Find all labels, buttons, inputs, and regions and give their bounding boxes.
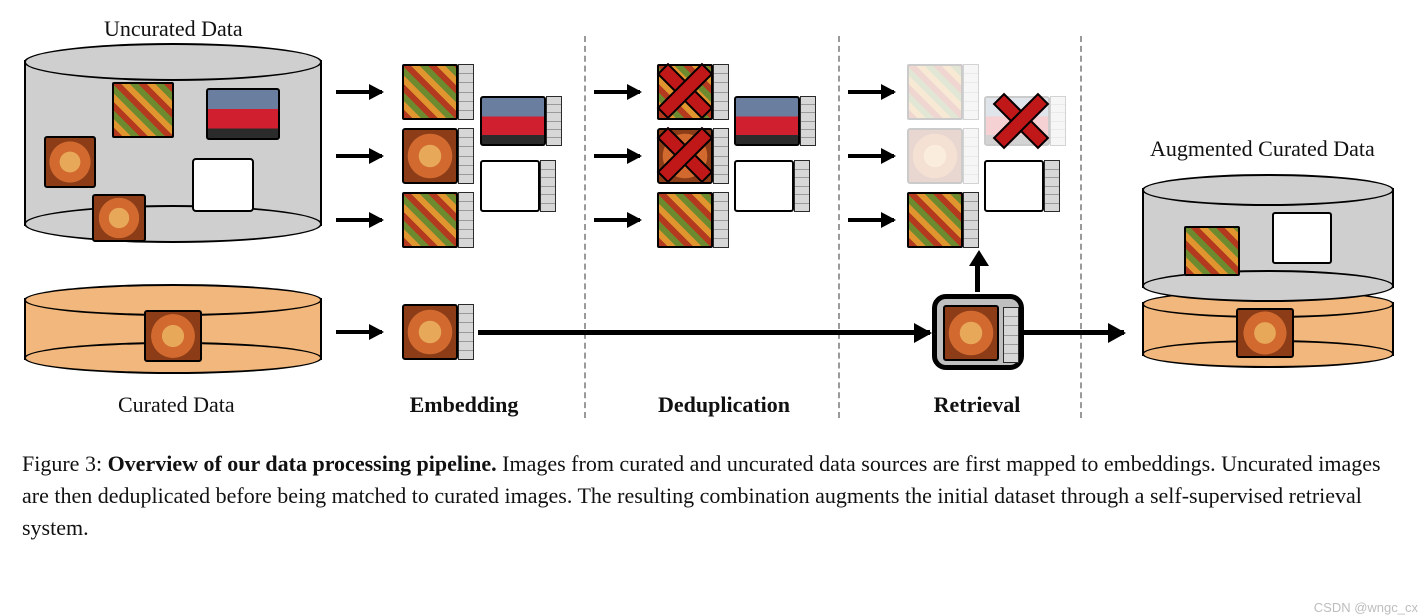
stage-retrieval: Retrieval	[902, 392, 1052, 418]
dedup-strip-1	[713, 64, 729, 120]
watermark: CSDN @wngc_cx	[1314, 600, 1418, 615]
arrow-to-emb-curated	[336, 330, 382, 334]
ret-strip-salad	[1044, 160, 1060, 212]
dedup-strip-2	[713, 128, 729, 184]
emb-curated-tart	[402, 304, 458, 360]
dedup-strip-3	[713, 192, 729, 248]
dedup-strip-car	[800, 96, 816, 146]
caption-prefix: Figure 3:	[22, 451, 108, 476]
emb-salad	[480, 160, 540, 212]
emb-strip-1	[458, 64, 474, 120]
ret-rata-faded	[907, 64, 963, 120]
retrieval-box	[932, 294, 1024, 370]
redx-2	[658, 128, 712, 182]
thumb-curated-tart	[144, 310, 202, 362]
aug-tart	[1236, 308, 1294, 358]
emb-rata-1	[402, 64, 458, 120]
cylinder-aug-top	[1142, 174, 1394, 302]
thumb-ratatouille	[112, 82, 174, 138]
caption-title: Overview of our data processing pipeline…	[108, 451, 497, 476]
separator-1	[584, 36, 586, 418]
thumb-tart	[44, 136, 96, 188]
arrow-to-dedup-3	[594, 218, 640, 222]
arrow-to-emb-2	[336, 154, 382, 158]
arrow-to-ret-3	[848, 218, 894, 222]
separator-2	[838, 36, 840, 418]
arrow-up-from-box	[975, 266, 980, 292]
redx-1	[658, 64, 712, 118]
ret-strip-3	[963, 192, 979, 248]
emb-car	[480, 96, 546, 146]
arrow-curated-long	[478, 330, 930, 335]
emb-strip-car	[546, 96, 562, 146]
label-augmented: Augmented Curated Data	[1150, 136, 1375, 162]
emb-tart	[402, 128, 458, 184]
dedup-strip-salad	[794, 160, 810, 212]
arrow-to-dedup-1	[594, 90, 640, 94]
aug-salad	[1272, 212, 1332, 264]
redx-car	[994, 94, 1048, 148]
arrow-to-ret-1	[848, 90, 894, 94]
ret-tart-faded	[907, 128, 963, 184]
aug-rata	[1184, 226, 1240, 276]
thumb-salad	[192, 158, 254, 212]
ret-strip-1	[963, 64, 979, 120]
emb-strip-curated	[458, 304, 474, 360]
emb-strip-salad	[540, 160, 556, 212]
retbox-tart	[943, 305, 999, 361]
retbox-strip	[1003, 307, 1019, 363]
emb-strip-2	[458, 128, 474, 184]
figure-pipeline: Uncurated Data Curated Data Augmented Cu…	[22, 18, 1406, 418]
thumb-tart-2	[92, 194, 146, 242]
label-uncurated: Uncurated Data	[104, 16, 243, 42]
ret-strip-2	[963, 128, 979, 184]
label-curated: Curated Data	[118, 392, 235, 418]
ret-salad-keep	[984, 160, 1044, 212]
arrow-to-emb-3	[336, 218, 382, 222]
ret-strip-car	[1050, 96, 1066, 146]
stage-dedup: Deduplication	[624, 392, 824, 418]
arrow-to-ret-2	[848, 154, 894, 158]
ret-rata-keep	[907, 192, 963, 248]
arrow-to-emb-1	[336, 90, 382, 94]
arrow-to-dedup-2	[594, 154, 640, 158]
arrow-to-augmented	[1024, 330, 1124, 335]
stage-embedding: Embedding	[374, 392, 554, 418]
dedup-rata-2	[657, 192, 713, 248]
figure-caption: Figure 3: Overview of our data processin…	[22, 448, 1402, 544]
dedup-car	[734, 96, 800, 146]
separator-3	[1080, 36, 1082, 418]
emb-rata-2	[402, 192, 458, 248]
emb-strip-3	[458, 192, 474, 248]
dedup-salad	[734, 160, 794, 212]
thumb-car	[206, 88, 280, 140]
